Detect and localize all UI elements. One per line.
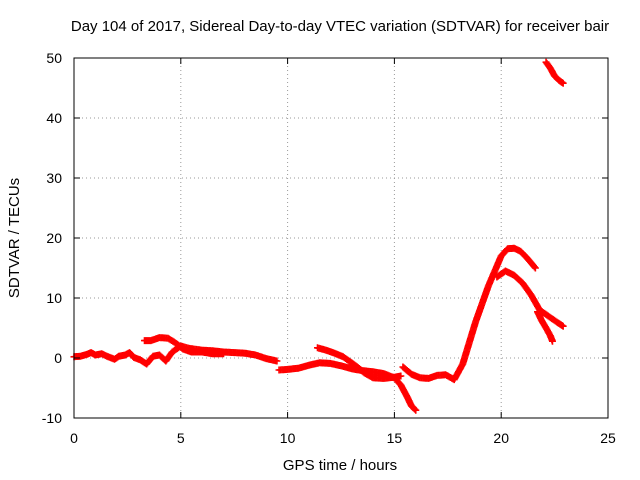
series-arc4: [314, 344, 405, 382]
series-arc3: [275, 359, 420, 414]
x-axis-label: GPS time / hours: [283, 457, 397, 474]
x-tick-label: 25: [600, 430, 616, 446]
x-tick-label: 5: [177, 430, 185, 446]
x-tick-label: 15: [387, 430, 403, 446]
data-point: [548, 337, 556, 345]
data-point: [531, 264, 539, 272]
data-point: [412, 406, 420, 414]
data-point: [273, 357, 281, 365]
y-tick-label: 40: [46, 110, 62, 126]
x-tick-label: 0: [70, 430, 78, 446]
y-tick-label: 20: [46, 230, 62, 246]
y-tick-label: 30: [46, 170, 62, 186]
series-arc5: [399, 244, 539, 384]
data-series: [70, 58, 567, 414]
data-point: [559, 79, 567, 87]
data-point: [397, 372, 405, 380]
data-point: [559, 322, 567, 330]
series-arc6: [493, 267, 567, 330]
axis-ticks: 0 5 10 15 20 25 -10 0 10 20 30 40 50: [42, 50, 616, 446]
y-tick-label: 10: [46, 290, 62, 306]
y-tick-label: 50: [46, 50, 62, 66]
y-tick-label: -10: [42, 410, 62, 426]
series-arc8: [542, 58, 567, 87]
series-arc7: [534, 308, 556, 345]
data-point: [220, 350, 228, 358]
data-point: [411, 405, 419, 413]
x-tick-label: 20: [493, 430, 509, 446]
y-axis-label: SDTVAR / TECUs: [6, 178, 23, 298]
series-arc2: [140, 334, 228, 358]
x-tick-label: 10: [280, 430, 296, 446]
data-point: [530, 263, 538, 271]
chart-title: Day 104 of 2017, Sidereal Day-to-day VTE…: [71, 18, 609, 35]
y-tick-label: 0: [54, 350, 62, 366]
